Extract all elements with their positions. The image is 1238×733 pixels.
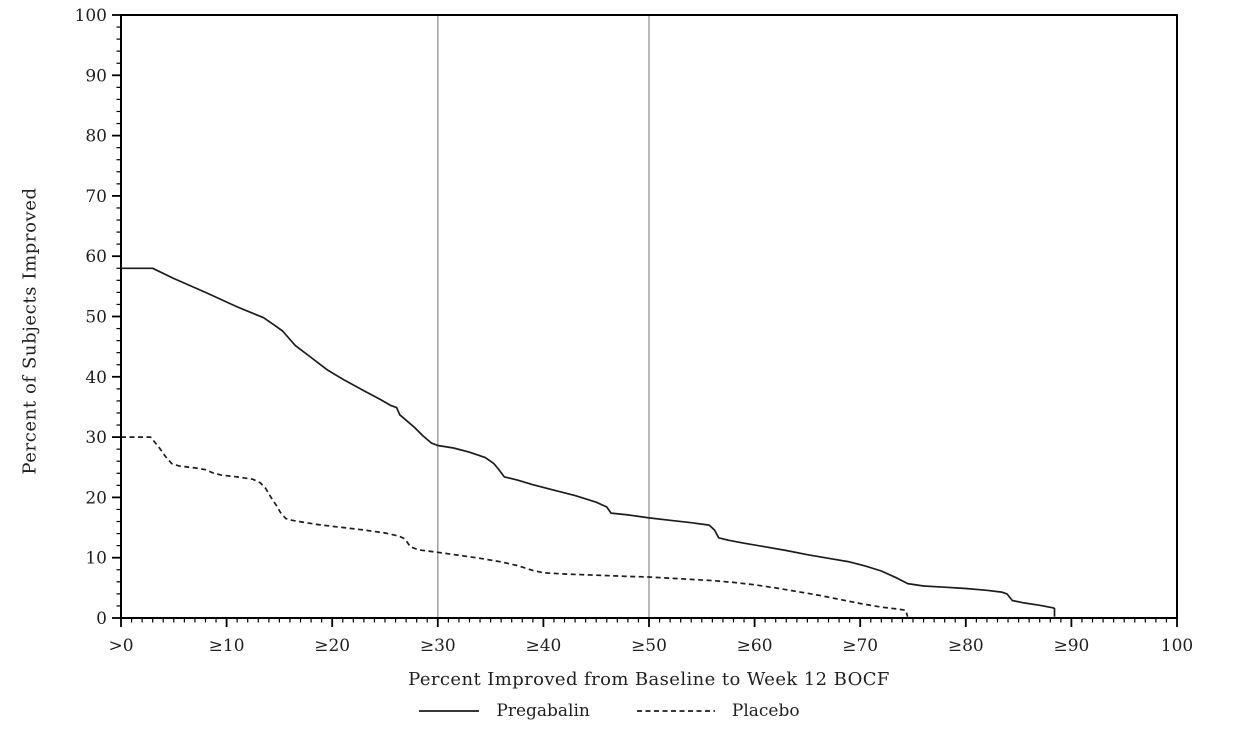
- x-tick-label: ≥60: [737, 636, 773, 656]
- y-tick-label: 70: [85, 187, 107, 207]
- x-tick-label: >0: [108, 636, 133, 656]
- legend-dashed-line-swatch: [636, 702, 716, 720]
- series-line-pregabalin: [121, 267, 1056, 617]
- x-tick-label: ≥90: [1053, 636, 1089, 656]
- legend-solid-line-swatch: [418, 702, 480, 720]
- x-tick-label: ≥10: [209, 636, 245, 656]
- y-tick-label: 10: [85, 549, 107, 569]
- legend-label-placebo: Placebo: [731, 701, 800, 721]
- legend: Pregabalin Placebo: [81, 701, 1137, 721]
- x-tick-label: 100: [1161, 636, 1193, 656]
- y-tick-label: 40: [85, 368, 107, 388]
- y-tick-label: 60: [85, 247, 107, 267]
- y-tick-label: 80: [85, 127, 107, 147]
- y-tick-label: 50: [85, 308, 107, 328]
- y-tick-label: 90: [85, 66, 107, 86]
- y-tick-label: 0: [96, 609, 107, 629]
- x-tick-label: ≥80: [948, 636, 984, 656]
- y-tick-label: 20: [85, 488, 107, 508]
- y-tick-label: 100: [75, 6, 107, 26]
- legend-label-pregabalin: Pregabalin: [496, 701, 590, 721]
- x-tick-label: ≥30: [420, 636, 456, 656]
- x-tick-label: ≥70: [842, 636, 878, 656]
- series-line-placebo: [121, 436, 909, 618]
- x-tick-label: ≥40: [525, 636, 561, 656]
- x-tick-label: ≥50: [631, 636, 667, 656]
- x-tick-label: ≥20: [314, 636, 350, 656]
- y-axis-title: Percent of Subjects Improved: [19, 187, 41, 475]
- y-tick-label: 30: [85, 428, 107, 448]
- x-axis-title: Percent Improved from Baseline to Week 1…: [408, 669, 890, 690]
